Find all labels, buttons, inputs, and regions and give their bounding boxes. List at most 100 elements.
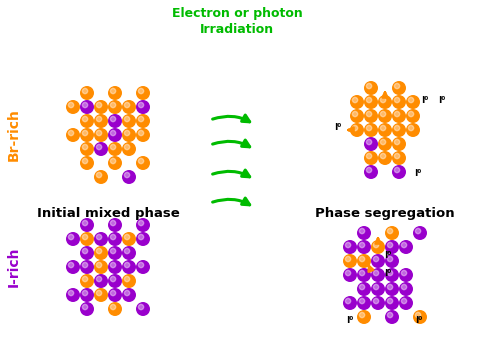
Circle shape: [80, 142, 94, 156]
Circle shape: [402, 271, 406, 276]
Circle shape: [346, 242, 350, 248]
Circle shape: [378, 151, 392, 165]
Circle shape: [122, 100, 136, 114]
Circle shape: [388, 271, 392, 276]
Circle shape: [108, 156, 122, 170]
Circle shape: [350, 109, 364, 123]
Circle shape: [136, 128, 150, 142]
Circle shape: [385, 310, 399, 324]
Circle shape: [108, 114, 122, 128]
Circle shape: [138, 158, 143, 164]
Text: I⁰: I⁰: [421, 96, 428, 105]
Circle shape: [360, 299, 364, 304]
Circle shape: [378, 123, 392, 137]
Circle shape: [68, 130, 73, 136]
Circle shape: [108, 260, 122, 274]
Circle shape: [80, 100, 94, 114]
Circle shape: [68, 290, 73, 296]
Circle shape: [394, 167, 400, 173]
Circle shape: [388, 312, 392, 318]
Circle shape: [66, 288, 80, 302]
Circle shape: [66, 100, 80, 114]
Circle shape: [366, 167, 372, 173]
Circle shape: [82, 262, 87, 268]
Circle shape: [66, 128, 80, 142]
Circle shape: [82, 102, 87, 108]
Text: Phase segregation: Phase segregation: [315, 207, 455, 220]
Circle shape: [346, 271, 350, 276]
Circle shape: [360, 284, 364, 290]
Circle shape: [138, 130, 143, 136]
Circle shape: [360, 228, 364, 234]
Circle shape: [82, 144, 87, 150]
Circle shape: [413, 310, 427, 324]
Circle shape: [371, 240, 385, 254]
Circle shape: [136, 114, 150, 128]
Circle shape: [402, 299, 406, 304]
Circle shape: [80, 302, 94, 316]
Circle shape: [110, 304, 116, 310]
Text: I⁰: I⁰: [414, 169, 421, 178]
Circle shape: [122, 114, 136, 128]
Text: I⁰: I⁰: [346, 316, 353, 325]
Circle shape: [122, 260, 136, 274]
Circle shape: [378, 137, 392, 151]
Circle shape: [96, 116, 102, 122]
Circle shape: [96, 262, 102, 268]
Circle shape: [82, 277, 87, 282]
Circle shape: [82, 158, 87, 164]
Text: I-rich: I-rich: [7, 247, 21, 287]
Circle shape: [138, 102, 143, 108]
Circle shape: [108, 100, 122, 114]
Circle shape: [110, 158, 116, 164]
Circle shape: [96, 290, 102, 296]
Circle shape: [364, 95, 378, 109]
Circle shape: [82, 248, 87, 254]
Circle shape: [80, 260, 94, 274]
Circle shape: [357, 226, 371, 240]
Circle shape: [357, 310, 371, 324]
Circle shape: [385, 296, 399, 310]
Circle shape: [82, 88, 87, 94]
Circle shape: [96, 173, 102, 178]
Circle shape: [343, 240, 357, 254]
Circle shape: [108, 302, 122, 316]
Circle shape: [374, 284, 378, 290]
Circle shape: [136, 232, 150, 246]
Circle shape: [364, 165, 378, 179]
Circle shape: [385, 282, 399, 296]
Circle shape: [388, 299, 392, 304]
Circle shape: [80, 246, 94, 260]
Circle shape: [124, 234, 130, 240]
Circle shape: [124, 262, 130, 268]
Circle shape: [402, 242, 406, 248]
Circle shape: [122, 232, 136, 246]
Circle shape: [366, 83, 372, 89]
Circle shape: [110, 144, 116, 150]
Circle shape: [352, 111, 358, 117]
Text: I⁰: I⁰: [384, 269, 391, 279]
Circle shape: [110, 262, 116, 268]
Circle shape: [96, 234, 102, 240]
Circle shape: [108, 142, 122, 156]
Circle shape: [385, 268, 399, 282]
Circle shape: [138, 116, 143, 122]
Circle shape: [399, 296, 413, 310]
Circle shape: [366, 140, 372, 145]
Circle shape: [388, 242, 392, 248]
Circle shape: [385, 254, 399, 268]
Circle shape: [82, 130, 87, 136]
Circle shape: [124, 144, 130, 150]
Circle shape: [136, 260, 150, 274]
Circle shape: [374, 242, 378, 248]
Circle shape: [124, 173, 130, 178]
Circle shape: [124, 277, 130, 282]
Circle shape: [80, 274, 94, 288]
Circle shape: [136, 218, 150, 232]
Circle shape: [388, 284, 392, 290]
Circle shape: [94, 128, 108, 142]
Circle shape: [366, 153, 372, 159]
Circle shape: [366, 111, 372, 117]
Circle shape: [406, 123, 420, 137]
Circle shape: [110, 130, 116, 136]
